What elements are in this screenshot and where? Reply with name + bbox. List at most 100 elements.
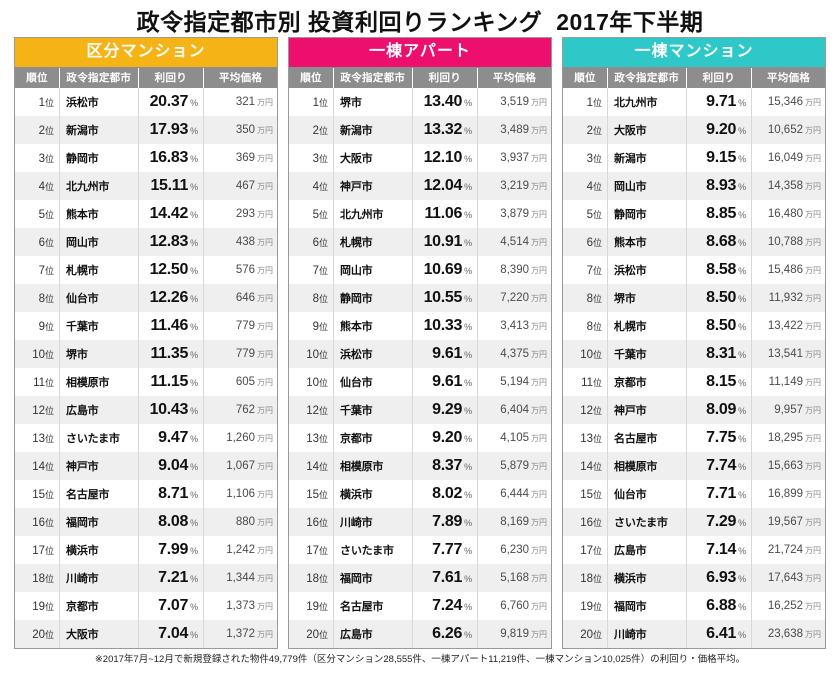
cell-city: 浜松市 (59, 88, 139, 116)
rank-number: 14 (306, 460, 320, 473)
yield-value: 8.93 (706, 177, 737, 194)
rank-suffix: 位 (319, 489, 329, 500)
price-value: 1,067 (226, 460, 255, 472)
percent-unit: % (738, 154, 747, 164)
rank-number: 2 (312, 124, 320, 137)
price-value: 11,149 (768, 376, 803, 388)
percent-unit: % (190, 98, 199, 108)
percent-unit: % (738, 98, 747, 108)
table-row: 20位 大阪市 7.04% 1,372 万円 (15, 620, 277, 648)
rank-number: 13 (580, 432, 594, 445)
table-row: 1位 堺市 13.40% 3,519 万円 (289, 88, 551, 116)
cell-price: 21,724 万円 (751, 536, 825, 564)
cell-yield: 9.61% (412, 340, 479, 368)
cell-price: 16,252 万円 (751, 592, 825, 620)
cell-city: 堺市 (59, 340, 139, 368)
rank-suffix: 位 (45, 237, 55, 248)
cell-price: 16,049 万円 (751, 144, 825, 172)
rank-number: 6 (38, 236, 46, 249)
rank-number: 8 (586, 292, 594, 305)
table-header-row: 順位 政令指定都市 利回り 平均価格 (563, 68, 825, 88)
rank-suffix: 位 (45, 601, 55, 612)
rank-number: 8 (38, 292, 46, 305)
cell-rank: 6位 (15, 228, 61, 256)
percent-unit: % (190, 294, 199, 304)
yield-value: 8.02 (432, 485, 463, 502)
cell-rank: 12位 (289, 396, 335, 424)
cell-price: 3,489 万円 (477, 116, 551, 144)
price-unit: 万円 (257, 406, 273, 415)
percent-unit: % (190, 210, 199, 220)
rank-number: 6 (312, 236, 320, 249)
price-unit: 万円 (257, 294, 273, 303)
percent-unit: % (464, 126, 473, 136)
yield-value: 17.93 (149, 121, 189, 138)
rank-suffix: 位 (45, 405, 55, 416)
price-value: 16,899 (767, 488, 803, 500)
rank-suffix: 位 (45, 293, 55, 304)
yield-value: 6.41 (706, 625, 737, 642)
price-unit: 万円 (805, 490, 821, 499)
percent-unit: % (190, 406, 199, 416)
rank-suffix: 位 (45, 97, 55, 108)
percent-unit: % (738, 602, 747, 612)
table-row: 4位 神戸市 12.04% 3,219 万円 (289, 172, 551, 200)
rank-suffix: 位 (45, 433, 55, 444)
yield-value: 7.71 (706, 485, 737, 502)
rank-suffix: 位 (593, 125, 603, 136)
rank-suffix: 位 (593, 97, 603, 108)
rank-number: 16 (580, 516, 594, 529)
column-header-price: 平均価格 (477, 68, 551, 88)
rank-number: 17 (32, 544, 46, 557)
price-unit: 万円 (257, 630, 273, 639)
rank-suffix: 位 (319, 433, 329, 444)
percent-unit: % (190, 546, 199, 556)
cell-price: 646 万円 (203, 284, 277, 312)
rank-suffix: 位 (593, 293, 603, 304)
price-unit: 万円 (257, 182, 273, 191)
table-row: 20位 川崎市 6.41% 23,638 万円 (563, 620, 825, 648)
cell-price: 5,168 万円 (477, 564, 551, 592)
cell-yield: 10.33% (412, 312, 479, 340)
price-unit: 万円 (257, 322, 273, 331)
price-unit: 万円 (531, 602, 547, 611)
price-unit: 万円 (531, 294, 547, 303)
table-row: 14位 相模原市 8.37% 5,879 万円 (289, 452, 551, 480)
yield-value: 20.37 (149, 93, 189, 110)
cell-city: 浜松市 (333, 340, 413, 368)
yield-value: 9.71 (706, 93, 737, 110)
cell-city: 札幌市 (333, 228, 413, 256)
cell-city: 堺市 (333, 88, 413, 116)
percent-unit: % (464, 210, 473, 220)
rank-number: 1 (38, 96, 46, 109)
percent-unit: % (464, 294, 473, 304)
rank-suffix: 位 (319, 237, 329, 248)
yield-value: 15.11 (150, 177, 189, 194)
percent-unit: % (464, 266, 473, 276)
yield-value: 7.99 (158, 541, 189, 558)
cell-city: 川崎市 (333, 508, 413, 536)
rank-number: 13 (306, 432, 320, 445)
panel-title: 一棟アパート (289, 38, 551, 68)
rank-suffix: 位 (593, 601, 603, 612)
percent-unit: % (190, 350, 199, 360)
rank-number: 7 (312, 264, 320, 277)
percent-unit: % (190, 630, 199, 640)
percent-unit: % (464, 182, 473, 192)
column-header-price: 平均価格 (203, 68, 277, 88)
price-unit: 万円 (531, 98, 547, 107)
cell-price: 779 万円 (203, 312, 277, 340)
rank-number: 12 (32, 404, 46, 417)
cell-yield: 12.50% (138, 256, 205, 284)
percent-unit: % (190, 602, 199, 612)
cell-city: 福岡市 (59, 508, 139, 536)
cell-price: 1,373 万円 (203, 592, 277, 620)
yield-value: 8.71 (158, 485, 189, 502)
yield-value: 12.04 (423, 177, 463, 194)
cell-yield: 11.06% (412, 200, 479, 228)
price-unit: 万円 (531, 574, 547, 583)
cell-price: 1,067 万円 (203, 452, 277, 480)
rank-number: 19 (32, 600, 46, 613)
price-value: 4,105 (500, 432, 529, 444)
price-value: 576 (235, 264, 255, 276)
